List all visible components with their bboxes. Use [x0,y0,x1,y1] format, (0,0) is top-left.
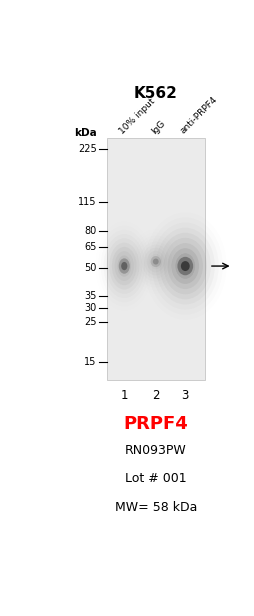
Text: IgG: IgG [149,118,167,136]
Text: 225: 225 [78,144,97,155]
Ellipse shape [181,261,190,271]
Text: 3: 3 [182,389,189,402]
Text: 15: 15 [84,357,97,367]
Text: 50: 50 [84,262,97,273]
Text: Lot # 001: Lot # 001 [125,472,187,485]
Text: 10% input: 10% input [118,96,157,136]
Ellipse shape [171,248,199,284]
Text: 35: 35 [84,291,97,301]
Text: kDa: kDa [74,128,97,138]
Text: 65: 65 [84,242,97,252]
Ellipse shape [121,262,127,270]
Ellipse shape [177,257,193,275]
Text: 30: 30 [85,303,97,313]
Ellipse shape [115,251,134,281]
Ellipse shape [119,258,130,274]
Text: 1: 1 [120,389,128,402]
Text: anti-PRPF4: anti-PRPF4 [179,95,220,136]
Ellipse shape [112,247,137,285]
Text: MW= 58 kDa: MW= 58 kDa [115,501,197,514]
Ellipse shape [117,256,131,277]
Text: 80: 80 [85,225,97,236]
Text: 2: 2 [152,389,160,402]
Ellipse shape [153,259,159,264]
Ellipse shape [164,238,207,294]
Text: RN093PW: RN093PW [125,444,187,457]
FancyBboxPatch shape [107,138,205,380]
Text: PRPF4: PRPF4 [123,415,188,434]
Text: 25: 25 [84,317,97,327]
Text: 115: 115 [78,197,97,207]
Ellipse shape [151,256,161,267]
Text: K562: K562 [134,86,178,101]
Ellipse shape [168,243,203,289]
Ellipse shape [176,253,195,279]
